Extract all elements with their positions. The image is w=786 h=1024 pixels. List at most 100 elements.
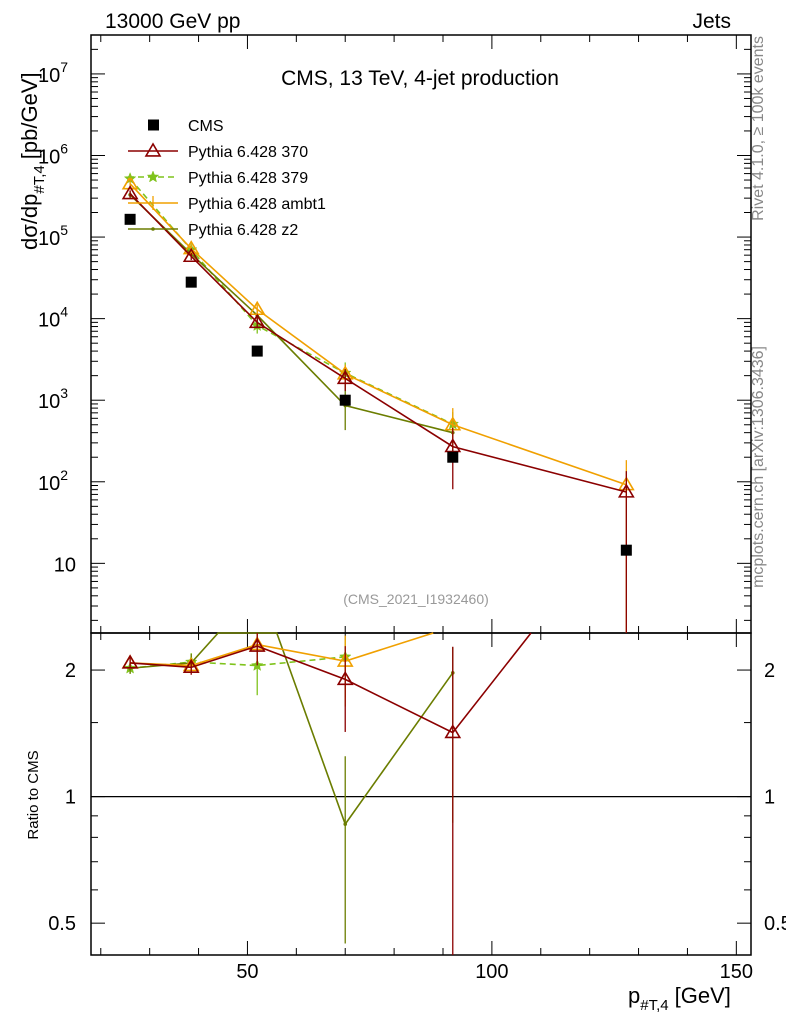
ratio-y-tick-label-left: 1: [65, 787, 76, 809]
legend-marker-p370: [144, 142, 162, 157]
legend-item-ambt1: Pythia 6.428 ambt1: [128, 196, 326, 213]
legend-label-cms: CMS: [188, 118, 224, 135]
marker-cms: [124, 213, 136, 225]
ratio-series-p370: [121, 632, 532, 955]
rivet-label: Rivet 4.1.0, ≥ 100k events: [750, 36, 767, 221]
y-tick-base: 10: [38, 65, 60, 87]
series-cms: [124, 213, 632, 556]
ratio-y-tick-label-right: 0.5: [764, 913, 786, 935]
x-axis-title-unit: [GeV]: [675, 983, 731, 1008]
y-tick-label: 105: [38, 222, 68, 250]
y-tick-exponent: 4: [60, 304, 68, 320]
y-tick-exponent: 7: [60, 59, 68, 75]
marker-ambt1: [121, 175, 139, 190]
ratio-series-layer: [121, 632, 532, 955]
main-series-layer: [121, 172, 635, 633]
y-tick-exponent: 6: [60, 140, 68, 156]
x-axis-title-sub: #T,4: [640, 997, 668, 1014]
y-tick-label: 10: [54, 554, 76, 576]
ratio-y-tick-label-right: 1: [764, 787, 775, 809]
series-line-p379: [129, 178, 454, 425]
legend-item-p370: Pythia 6.428 370: [128, 142, 308, 161]
analysis-id: (CMS_2021_I1932460): [343, 591, 489, 607]
ratio-y-axis-title: Ratio to CMS: [25, 750, 42, 839]
ratio-y-tick-label-left: 0.5: [48, 913, 76, 935]
y-tick-label: 107: [38, 59, 68, 87]
y-tick-exponent: 5: [60, 222, 68, 238]
svg-text:p#T,4[GeV]: p#T,4 [GeV]: [628, 983, 731, 1014]
series-p370: [121, 185, 635, 633]
y-tick-base: 10: [38, 228, 60, 250]
legend-item-p379: Pythia 6.428 379: [128, 170, 308, 187]
legend-marker-cms: [148, 119, 159, 131]
marker-cms: [620, 544, 632, 556]
header-left: 13000 GeV pp: [105, 10, 240, 33]
y-axis-title-sub: #T,4: [31, 165, 48, 193]
ratio-line-z2: [130, 632, 454, 826]
ratio-y-tick-label-right: 2: [764, 660, 775, 682]
marker-p370: [121, 185, 139, 200]
legend-label-z2: Pythia 6.428 z2: [188, 222, 298, 239]
marker-p370: [336, 369, 354, 385]
series-ambt1: [121, 175, 635, 633]
y-tick-label: 102: [38, 467, 68, 495]
marker-cms: [185, 276, 197, 288]
series-p379: [123, 172, 460, 443]
marker-p370: [444, 438, 462, 453]
legend-marker-z2: [151, 227, 155, 231]
y-tick-base: 10: [38, 310, 60, 332]
ratio-line-p370: [130, 632, 532, 734]
svg-text:dσ/dp#T,4[pb/GeV]: dσ/dp#T,4 [pb/GeV]: [17, 72, 48, 250]
y-tick-base: 10: [38, 146, 60, 168]
ratio-series-z2: [128, 632, 455, 944]
ratio-axis-ticks: 0.5 0.5 1 1 2 2: [48, 633, 786, 955]
ratio-marker-p370: [182, 658, 200, 674]
y-tick-base: 10: [38, 391, 60, 413]
legend-item-z2: Pythia 6.428 z2: [128, 222, 298, 239]
y-tick-base: 10: [38, 473, 60, 495]
ratio-frame: [90, 632, 752, 956]
y-axis-title: dσ/dp#T,4 [pb/GeV]: [17, 72, 48, 250]
legend: CMS Pythia 6.428 370 Pythia 6.428 379 Pythi…: [128, 118, 326, 239]
legend-marker-p379: [146, 170, 160, 183]
ratio-marker-p370: [121, 654, 139, 669]
legend-label-ambt1: Pythia 6.428 ambt1: [188, 196, 326, 213]
y-tick-exponent: 3: [60, 385, 68, 401]
ratio-y-tick-label-left: 2: [65, 660, 76, 682]
y-tick-label: 106: [38, 140, 68, 168]
legend-label-p370: Pythia 6.428 370: [188, 144, 308, 161]
ratio-marker-p370: [248, 637, 266, 652]
marker-p370: [182, 247, 200, 263]
x-tick-label: 100: [475, 961, 508, 983]
series-line-ambt1: [129, 183, 627, 486]
marker-cms: [339, 394, 351, 406]
y-tick-label: 103: [38, 385, 68, 413]
ratio-marker-p370: [336, 670, 354, 686]
legend-item-cms: CMS: [148, 118, 224, 135]
x-axis-title-main: p: [628, 983, 640, 1008]
x-axis-title: p#T,4 [GeV]: [628, 983, 731, 1014]
y-tick-exponent: 2: [60, 467, 68, 483]
marker-p370: [248, 313, 266, 329]
legend-label-p379: Pythia 6.428 379: [188, 170, 308, 187]
ratio-line-ambt1: [130, 632, 434, 667]
main-title: CMS, 13 TeV, 4-jet production: [281, 67, 559, 90]
x-axis-tick-labels: 50 100 150: [236, 961, 753, 983]
marker-p370: [617, 483, 635, 498]
x-tick-label: 150: [720, 961, 753, 983]
header-right: Jets: [692, 10, 731, 33]
ratio-marker-p370: [444, 724, 462, 739]
ratio-marker-z2: [343, 822, 348, 826]
x-tick-label: 50: [236, 961, 258, 983]
y-axis-title-unit: [pb/GeV]: [17, 72, 42, 159]
marker-cms: [447, 451, 459, 463]
ratio-series-ambt1: [121, 632, 434, 707]
y-axis-title-main: dσ/dp: [17, 194, 42, 250]
marker-cms: [251, 345, 263, 357]
y-tick-label: 104: [38, 304, 68, 332]
series-line-p370: [129, 193, 627, 493]
ratio-plot-border: [90, 632, 752, 956]
mcplots-label: mcplots.cern.ch [arXiv:1306.3436]: [750, 346, 767, 588]
